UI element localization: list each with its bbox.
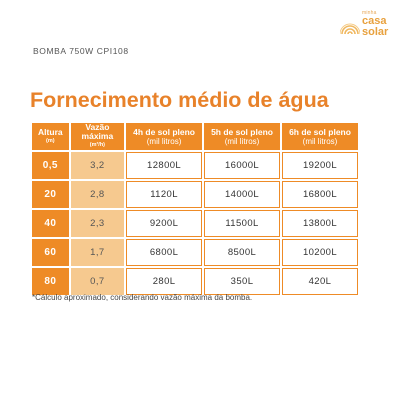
- header-vazao: Vazão máxima (m³/h): [70, 123, 125, 150]
- cell-5h: 11500L: [204, 210, 280, 237]
- cell-altura: 80: [32, 268, 69, 295]
- table-row: 0,5 3,2 12800L 16000L 19200L: [32, 152, 358, 179]
- cell-altura: 0,5: [32, 152, 69, 179]
- cell-vazao: 0,7: [70, 268, 125, 295]
- sun-icon: [340, 23, 360, 35]
- cell-vazao: 1,7: [70, 239, 125, 266]
- cell-4h: 280L: [126, 268, 203, 295]
- cell-altura: 20: [32, 181, 69, 208]
- cell-6h: 16800L: [282, 181, 358, 208]
- cell-5h: 350L: [204, 268, 280, 295]
- table-header-row: Altura (m) Vazão máxima (m³/h) 4h de sol…: [32, 123, 358, 150]
- cell-6h: 10200L: [282, 239, 358, 266]
- cell-4h: 1120L: [126, 181, 203, 208]
- cell-4h: 9200L: [126, 210, 203, 237]
- page-title: Fornecimento médio de água: [30, 88, 329, 112]
- header-4h: 4h de sol pleno (mil litros): [126, 123, 203, 150]
- table-row: 20 2,8 1120L 14000L 16800L: [32, 181, 358, 208]
- brand-logo: minha casa solar: [340, 10, 394, 44]
- table-row: 80 0,7 280L 350L 420L: [32, 268, 358, 295]
- header-6h: 6h de sol pleno (mil litros): [282, 123, 358, 150]
- cell-6h: 19200L: [282, 152, 358, 179]
- product-name: BOMBA 750W CPI108: [33, 46, 129, 56]
- cell-4h: 6800L: [126, 239, 203, 266]
- cell-altura: 60: [32, 239, 69, 266]
- footnote: *Cálculo aproximado, considerando vazão …: [32, 293, 253, 302]
- logo-line1: casa: [362, 15, 387, 27]
- header-5h: 5h de sol pleno (mil litros): [204, 123, 280, 150]
- water-supply-table: Altura (m) Vazão máxima (m³/h) 4h de sol…: [30, 121, 360, 297]
- logo-small-text: minha: [362, 10, 377, 16]
- cell-vazao: 3,2: [70, 152, 125, 179]
- cell-6h: 13800L: [282, 210, 358, 237]
- cell-altura: 40: [32, 210, 69, 237]
- cell-5h: 8500L: [204, 239, 280, 266]
- header-altura: Altura (m): [32, 123, 69, 150]
- logo-line2: solar: [362, 26, 389, 38]
- table-row: 60 1,7 6800L 8500L 10200L: [32, 239, 358, 266]
- cell-5h: 14000L: [204, 181, 280, 208]
- cell-6h: 420L: [282, 268, 358, 295]
- table-row: 40 2,3 9200L 11500L 13800L: [32, 210, 358, 237]
- cell-5h: 16000L: [204, 152, 280, 179]
- cell-vazao: 2,3: [70, 210, 125, 237]
- cell-vazao: 2,8: [70, 181, 125, 208]
- cell-4h: 12800L: [126, 152, 203, 179]
